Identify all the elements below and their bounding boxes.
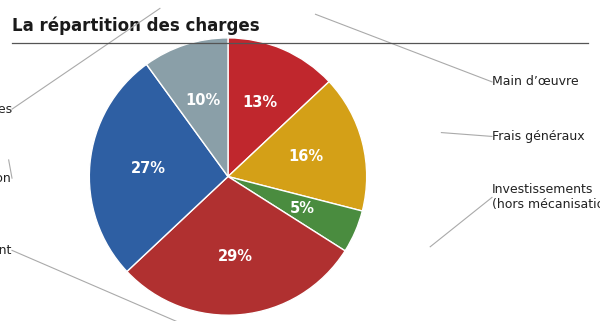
Text: 27%: 27% (130, 161, 166, 177)
Text: 13%: 13% (242, 95, 278, 110)
Text: 10%: 10% (185, 92, 221, 108)
Text: Approvisionnement: Approvisionnement (0, 244, 12, 257)
Wedge shape (89, 65, 228, 272)
Text: Autres charges: Autres charges (0, 103, 12, 116)
Wedge shape (228, 38, 329, 177)
Text: Frais généraux: Frais généraux (492, 130, 584, 143)
Text: Mécanisation: Mécanisation (0, 172, 12, 185)
Wedge shape (127, 177, 345, 315)
Text: Investissements
(hors mécanisation): Investissements (hors mécanisation) (492, 183, 600, 212)
Text: 29%: 29% (218, 249, 253, 264)
Text: La répartition des charges: La répartition des charges (12, 16, 260, 35)
Wedge shape (228, 82, 367, 211)
Text: 16%: 16% (289, 149, 323, 164)
Text: Main d’œuvre: Main d’œuvre (492, 75, 578, 88)
Text: 5%: 5% (289, 201, 314, 216)
Wedge shape (228, 177, 362, 251)
Wedge shape (146, 38, 228, 177)
